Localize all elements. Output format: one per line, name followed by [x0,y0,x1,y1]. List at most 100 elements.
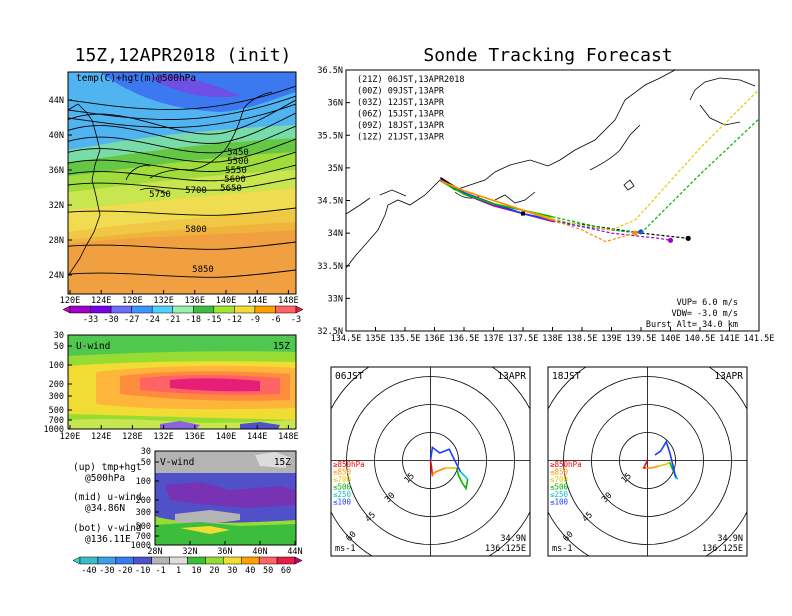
height-contour [68,85,296,110]
colorbar-arrow-high [294,556,303,565]
hodo-lat: 34.9N [500,534,526,544]
colorbar-swatch [205,556,224,565]
pressure-tick-label: 300 [136,508,151,518]
lon-tick-label: 138E [542,334,562,344]
vdw-text: VDW= -3.0 m/s [671,309,738,319]
hodo-unit: ms-1 [335,544,355,554]
lat-tick-label: 34N [328,229,343,239]
hodo-level-label: ≤250 [550,490,569,499]
hodo-level-label: ≤700 [333,475,352,484]
pressure-tick-label: 30 [141,447,151,457]
contour-label: 5650 [220,184,242,194]
colorbar-label: -1 [156,566,166,576]
landing-point [632,230,638,236]
lat-tick-label: 36N [217,547,232,557]
map-field-label: temp(C)+hgt(m)@500hPa [76,73,196,84]
sonde-track-descent [552,89,759,231]
colorbar-swatch [151,305,173,314]
track-coastlines [346,70,756,269]
hodograph-segment [642,460,649,469]
lat-tick-label: 44N [49,96,64,106]
lon-tick-label: 140E [216,432,236,442]
contour-label: 5850 [192,265,214,275]
u-wind-lon-ticks: 120E 124E 128E 132E 136E 140E 144E 148E [60,425,299,442]
colorbar-label: -15 [206,315,221,325]
landing-point [667,237,674,243]
launch-legend-entry: (03Z) 12JST,13APR [357,98,445,108]
sonde-track-descent [552,219,689,239]
lon-tick-label: 128E [122,296,142,306]
colorbar-label: 20 [209,566,219,576]
hodo-level-label: ≤850 [333,468,352,477]
colorbar-label: -30 [103,315,118,325]
lat-tick-label: 40N [49,131,64,141]
colorbar-label: 40 [245,566,255,576]
legend-up-line1: (up) tmp+hgt [73,462,142,473]
launch-legend-entry: (06Z) 15JST,13APR [357,110,445,120]
landing-point [638,229,644,235]
hodograph-segment [674,476,678,480]
sonde-track-descent [552,220,671,241]
wind-colorbar: -40 -30 -20 -10 -1 1 10 20 30 40 50 60 [72,556,303,576]
pressure-tick-label: 50 [54,342,64,352]
colorbar-label: -27 [124,315,139,325]
hodo-date: 13APR [497,371,526,382]
height-contour [68,125,296,154]
colorbar-swatch [213,305,235,314]
colorbar-swatch [275,305,297,314]
lon-tick-label: 141.5E [744,334,775,344]
map-lat-ticks: 44N 40N 36N 32N 28N 24N [49,96,72,281]
lon-tick-label: 136.5E [449,334,480,344]
lon-tick-label: 120E [60,432,80,442]
hodo-lat: 34.9N [717,534,743,544]
hodograph-segment [455,467,469,491]
colorbar-label: -40 [81,566,96,576]
right-title: Sonde Tracking Forecast [423,45,672,66]
lat-tick-label: 33.5N [317,262,343,272]
colorbar-swatch [90,305,112,314]
legend-bot-line1: (bot) v-wind [73,523,142,534]
lon-tick-label: 124E [91,432,111,442]
lon-tick-label: 139E [601,334,621,344]
hodo-level-label: ≥850hPa [333,460,365,469]
track-legend: (21Z) 06JST,13APR2018(00Z) 09JST,13APR(0… [357,75,464,143]
colorbar-label: -10 [135,566,150,576]
sonde-tracks [439,89,759,243]
vup-text: VUP= 6.0 m/s [677,298,738,308]
pressure-tick-label: 1000 [44,425,64,435]
lon-tick-label: 144E [247,296,267,306]
pressure-tick-label: 200 [136,496,151,506]
colorbar-swatch [69,305,91,314]
panel-legend: (up) tmp+hgt @500hPa (mid) u-wind @34.86… [73,462,142,545]
u-wind-field [68,335,296,429]
lat-tick-label: 36N [328,99,343,109]
lon-tick-label: 134.5E [331,334,362,344]
lon-tick-label: 135.5E [390,334,421,344]
hodo-time: 06JST [335,371,364,382]
contour-label: 5450 [227,148,249,158]
hodo-level-label: ≤250 [333,490,352,499]
lon-tick-label: 135E [365,334,385,344]
hodo-unit: ms-1 [552,544,572,554]
contour-label: 5700 [185,186,207,196]
height-contour [68,112,296,144]
colorbar-swatch [276,556,296,565]
pressure-tick-label: 500 [49,406,64,416]
colorbar-swatch [97,556,117,565]
track-map: 36.5N 36N 35.5N 35N 34.5N 34N 33.5N 33N 32.5N 13… [317,66,774,344]
launch-legend-entry: (12Z) 21JST,13APR [357,133,445,143]
colorbar-arrow-low [72,556,81,565]
colorbar-label: 60 [281,566,291,576]
lon-tick-label: 140E [216,296,236,306]
hodograph-segment [459,471,469,480]
height-contours [68,85,296,278]
pressure-tick-label: 1000 [131,541,151,551]
colorbar-swatch [79,556,99,565]
lon-tick-label: 132E [153,296,173,306]
pressure-tick-label: 300 [49,392,64,402]
v-wind-time: 15Z [274,457,291,468]
colorbar-label: 30 [227,566,237,576]
